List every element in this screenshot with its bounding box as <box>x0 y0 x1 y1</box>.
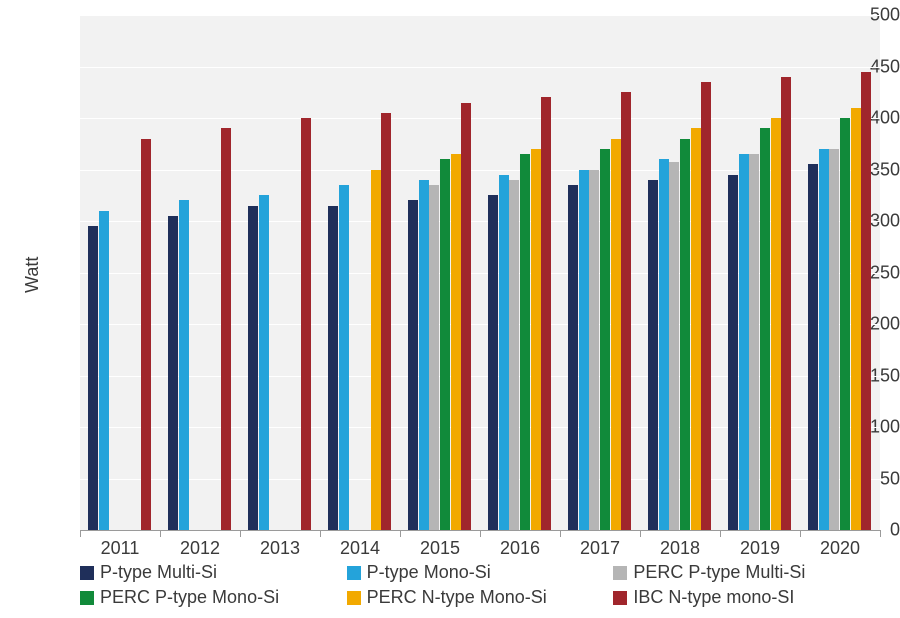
bar <box>221 128 231 530</box>
bar <box>701 82 711 530</box>
bar <box>749 154 759 530</box>
x-tick-label: 2012 <box>180 538 220 559</box>
legend-item: P-type Multi-Si <box>80 562 323 583</box>
bar <box>648 180 658 530</box>
bar <box>691 128 701 530</box>
bar <box>168 216 178 530</box>
bar <box>621 92 631 530</box>
legend-swatch <box>80 591 94 605</box>
legend-item: PERC N-type Mono-Si <box>347 587 590 608</box>
bar <box>829 149 839 530</box>
legend-label: PERC P-type Mono-Si <box>100 587 279 608</box>
x-tick-mark <box>560 530 561 537</box>
bar <box>451 154 461 530</box>
legend-swatch <box>613 591 627 605</box>
bar <box>381 113 391 530</box>
bar <box>808 164 818 530</box>
bar <box>520 154 530 530</box>
bar <box>339 185 349 530</box>
bar <box>728 175 738 530</box>
bar <box>781 77 791 530</box>
x-tick-mark <box>160 530 161 537</box>
x-tick-label: 2016 <box>500 538 540 559</box>
bar <box>851 108 861 530</box>
x-tick-label: 2017 <box>580 538 620 559</box>
bar <box>819 149 829 530</box>
x-tick-mark <box>80 530 81 537</box>
x-tick-label: 2019 <box>740 538 780 559</box>
bar <box>419 180 429 530</box>
legend-label: P-type Mono-Si <box>367 562 491 583</box>
chart-container: 050100150200250300350400450500 Watt 2011… <box>0 0 900 618</box>
bar <box>680 139 690 530</box>
x-tick-label: 2018 <box>660 538 700 559</box>
bar <box>301 118 311 530</box>
bar <box>509 180 519 530</box>
bar <box>429 185 439 530</box>
legend-swatch <box>347 566 361 580</box>
bar <box>861 72 871 530</box>
x-tick-mark <box>400 530 401 537</box>
x-tick-mark <box>480 530 481 537</box>
bar <box>488 195 498 530</box>
legend: P-type Multi-Si P-type Mono-Si PERC P-type… <box>80 562 880 612</box>
bar <box>579 170 589 531</box>
bar <box>259 195 269 530</box>
bar <box>328 206 338 530</box>
bar <box>531 149 541 530</box>
bars-layer <box>0 0 900 618</box>
bar <box>659 159 669 530</box>
bar <box>669 162 679 530</box>
legend-label: PERC N-type Mono-Si <box>367 587 547 608</box>
x-tick-mark <box>240 530 241 537</box>
bar <box>88 226 98 530</box>
legend-label: P-type Multi-Si <box>100 562 217 583</box>
legend-label: PERC P-type Multi-Si <box>633 562 805 583</box>
bar <box>840 118 850 530</box>
x-tick-label: 2015 <box>420 538 460 559</box>
bar <box>99 211 109 530</box>
bar <box>461 103 471 530</box>
bar <box>371 170 381 531</box>
legend-swatch <box>347 591 361 605</box>
legend-label: IBC N-type mono-SI <box>633 587 794 608</box>
x-tick-mark <box>880 530 881 537</box>
legend-item: PERC P-type Multi-Si <box>613 562 856 583</box>
legend-swatch <box>613 566 627 580</box>
x-tick-label: 2020 <box>820 538 860 559</box>
bar <box>141 139 151 530</box>
legend-item: P-type Mono-Si <box>347 562 590 583</box>
x-tick-mark <box>640 530 641 537</box>
bar <box>611 139 621 530</box>
bar <box>499 175 509 530</box>
bar <box>541 97 551 530</box>
bar <box>760 128 770 530</box>
bar <box>179 200 189 530</box>
bar <box>248 206 258 530</box>
x-tick-mark <box>720 530 721 537</box>
x-tick-mark <box>320 530 321 537</box>
bar <box>739 154 749 530</box>
legend-item: IBC N-type mono-SI <box>613 587 856 608</box>
bar <box>589 170 599 531</box>
legend-item: PERC P-type Mono-Si <box>80 587 323 608</box>
x-tick-label: 2011 <box>101 538 140 559</box>
bar <box>771 118 781 530</box>
bar <box>440 159 450 530</box>
bar <box>408 200 418 530</box>
x-tick-mark <box>800 530 801 537</box>
x-tick-label: 2014 <box>340 538 380 559</box>
legend-swatch <box>80 566 94 580</box>
bar <box>600 149 610 530</box>
bar <box>568 185 578 530</box>
x-tick-label: 2013 <box>260 538 300 559</box>
